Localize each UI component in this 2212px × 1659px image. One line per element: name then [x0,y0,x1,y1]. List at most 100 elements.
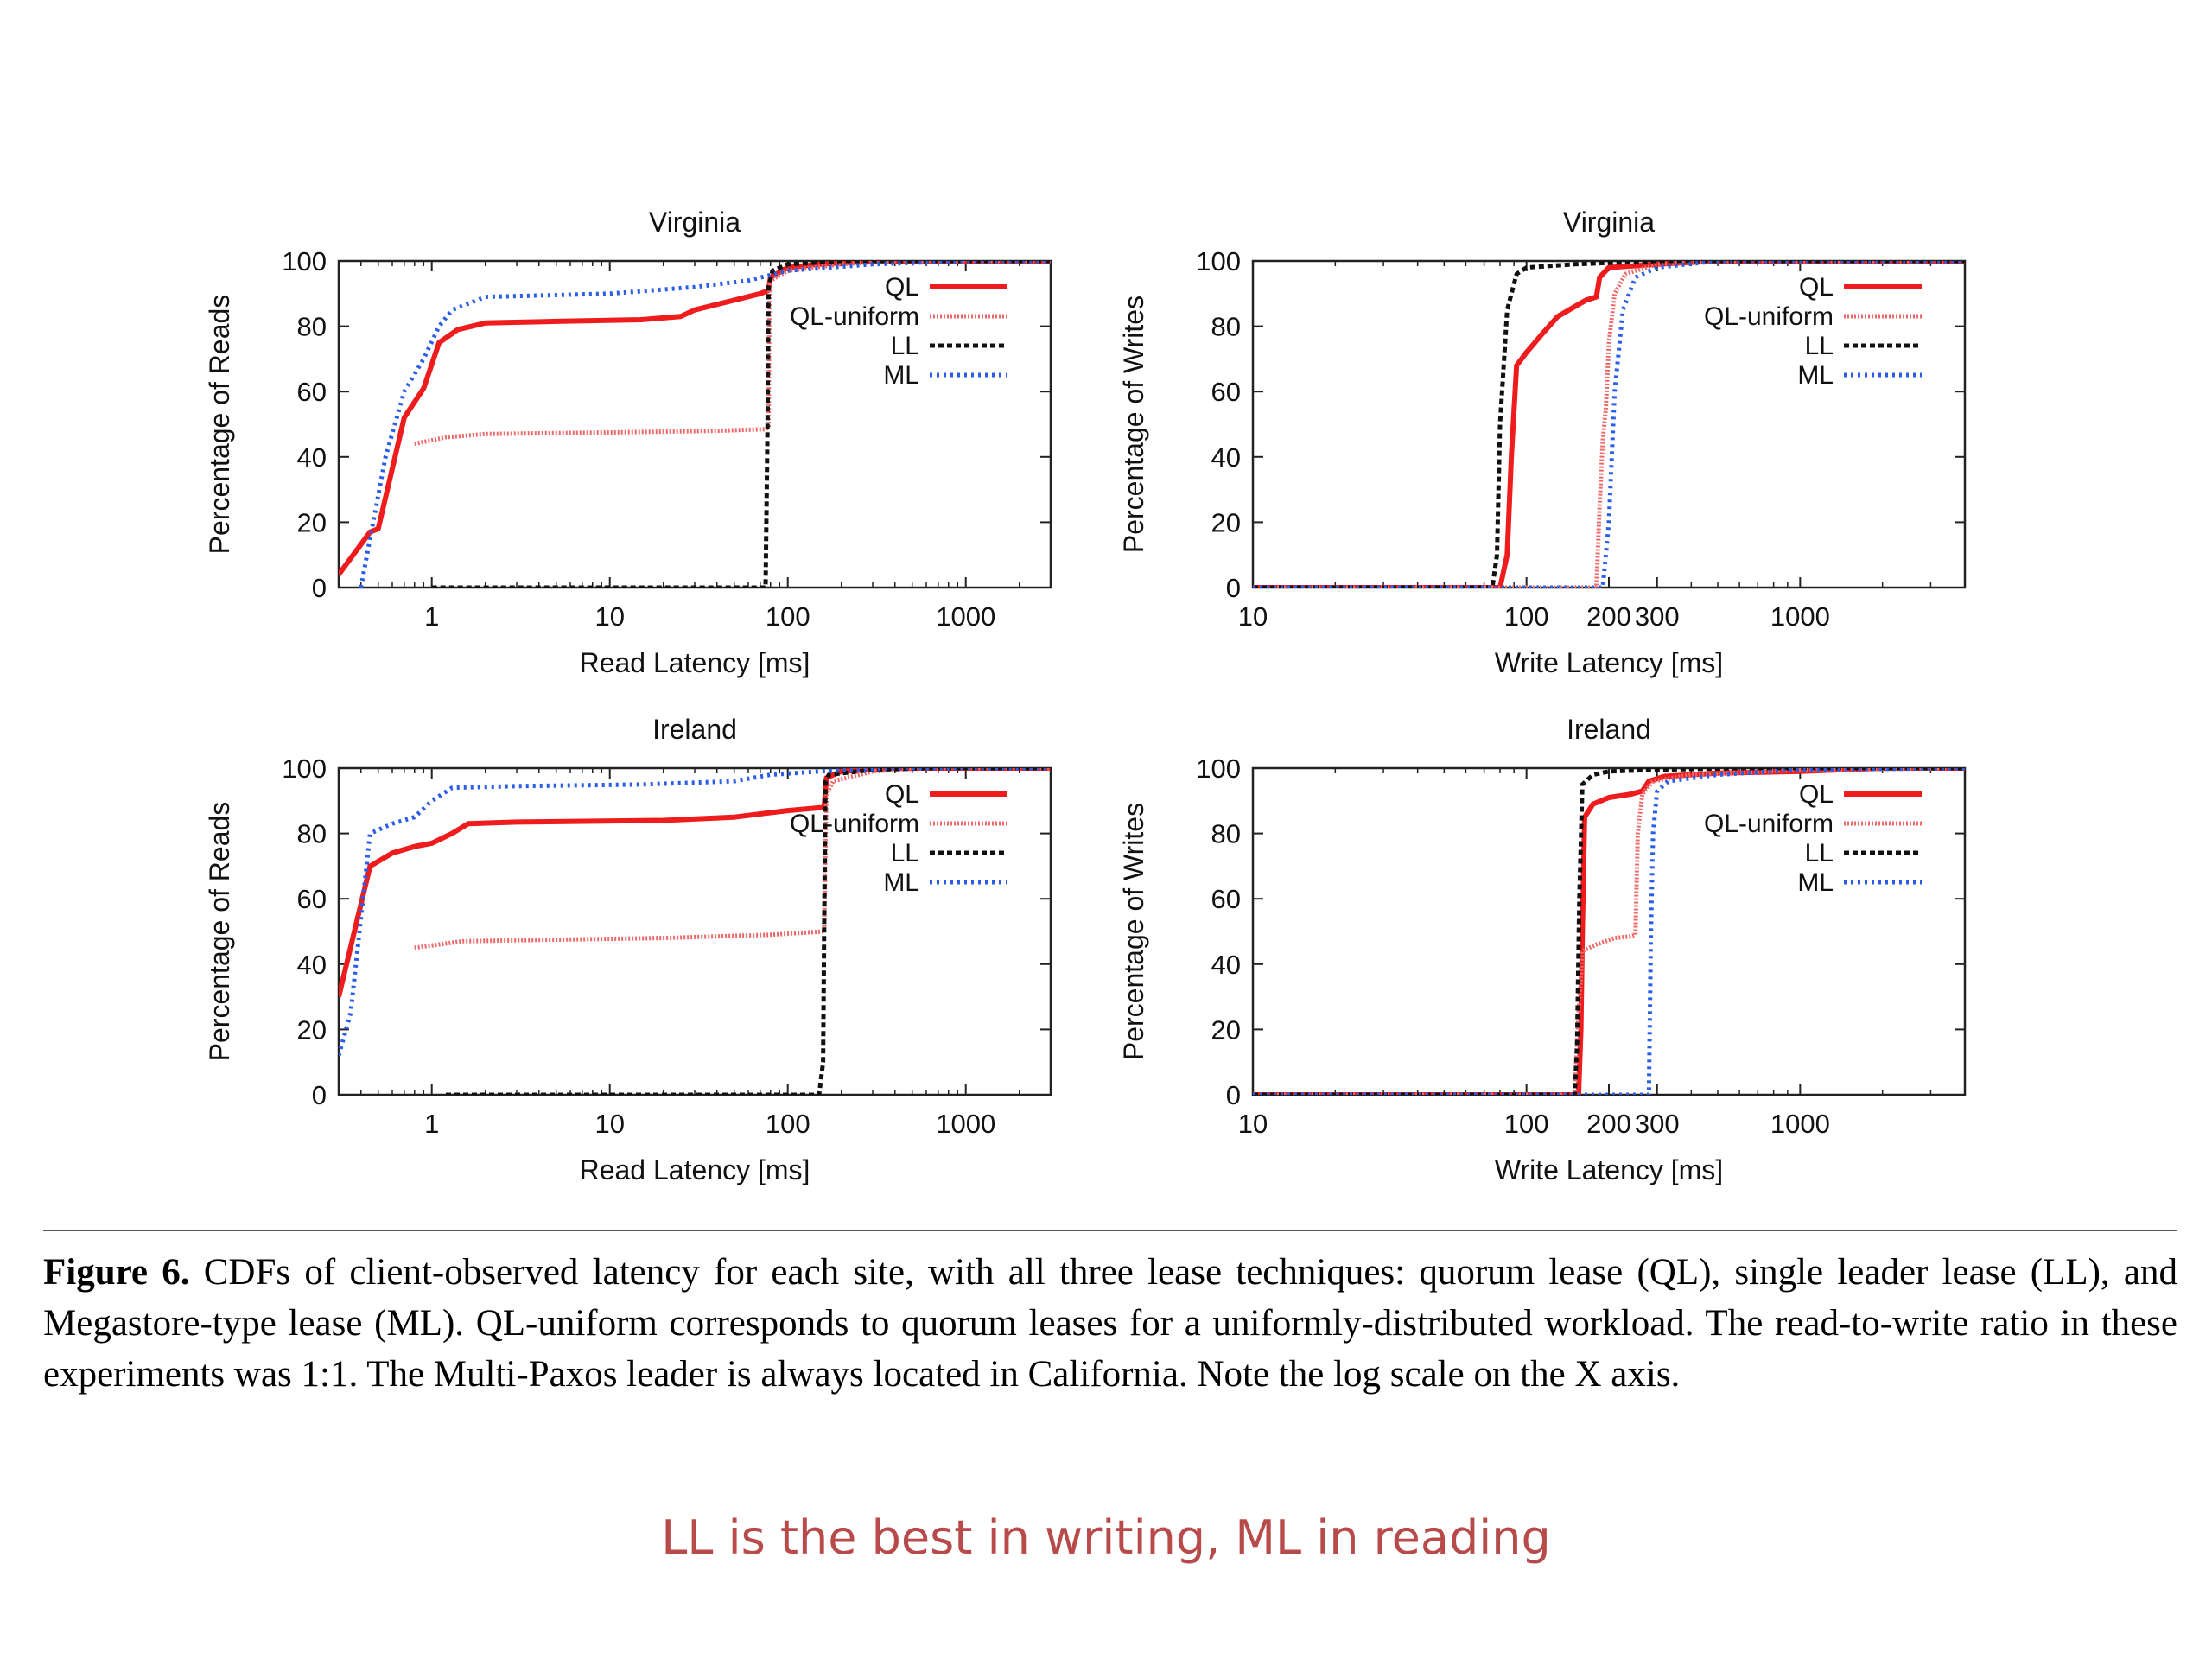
series-line-ml [339,768,1051,1057]
y-tick-label: 40 [297,442,327,473]
legend-label: QL-uniform [1704,302,1834,331]
series-group [339,261,1051,588]
x-tick-label: 1 [424,1109,439,1139]
x-tick-label: 1000 [936,601,995,632]
chart-title: Virginia [649,207,741,238]
chart-title: Virginia [1563,207,1655,238]
y-tick-label: 60 [297,884,327,914]
series-line-ql [1253,768,1965,1095]
divider [43,1230,2177,1231]
y-axis-label: Percentage of Reads [204,295,235,555]
x-axis-label: Read Latency [ms] [580,647,810,678]
y-tick-label: 100 [1196,753,1241,784]
x-tick-label: 100 [1504,601,1549,632]
chart-panel: 0 20 40 60 80 100 10 100 200 300 1000 QLQL-uniformL… [1118,207,1967,678]
legend-label: LL [891,332,919,360]
x-tick-label: 100 [766,1109,810,1139]
legend-label: ML [883,868,919,897]
x-tick-label: 10 [1238,601,1268,632]
series-line-ql [339,261,1051,576]
chart-title: Ireland [1567,714,1651,745]
series-group [339,768,1051,1095]
series-line-ll [1253,768,1965,1095]
y-tick-label: 60 [1211,377,1241,407]
x-tick-label: 100 [766,601,810,632]
series-line-ml [1253,768,1965,1095]
y-tick-label: 20 [1211,507,1241,537]
x-tick-label: 1000 [1770,1109,1830,1139]
series-line-ql [339,768,1051,998]
x-tick-label: 100 [1504,1109,1549,1139]
figure-caption: Figure 6. CDFs of client-observed latenc… [43,1247,2177,1400]
legend-label: QL-uniform [790,302,919,331]
chart-panel: 0 20 40 60 80 100 10 100 200 300 1000 QLQL-uniformL… [1118,714,1967,1185]
y-tick-label: 40 [297,950,327,980]
chart-title: Ireland [652,714,737,745]
x-axis-label: Write Latency [ms] [1495,647,1723,678]
x-tick-label: 10 [594,601,624,632]
y-tick-label: 80 [1211,312,1241,342]
legend-label: LL [891,839,919,868]
y-tick-label: 40 [1211,950,1241,980]
x-axis-label: Write Latency [ms] [1495,1154,1723,1185]
series-line-ql [1253,261,1965,588]
x-tick-label: 300 [1635,1109,1680,1139]
caption-text: CDFs of client-observed latency for each… [43,1252,2177,1395]
x-tick-label: 1000 [1770,601,1830,632]
legend-label: QL [885,780,919,809]
series-line-ml [1253,261,1965,588]
series-line-ll [431,261,1051,588]
slide-takeaway-text: LL is the best in writing, ML in reading [661,1510,1551,1565]
y-tick-label: 100 [282,246,327,276]
x-tick-label: 1000 [936,1109,995,1139]
y-axis-label: Percentage of Reads [204,802,235,1062]
plot-frame [1251,766,1967,1096]
legend-label: LL [1805,839,1834,868]
legend-label: QL [1799,273,1834,302]
series-line-ml [359,261,1051,588]
y-tick-label: 60 [1211,884,1241,914]
y-axis-label: Percentage of Writes [1118,803,1149,1060]
y-tick-label: 40 [1211,442,1241,473]
x-tick-label: 200 [1586,601,1631,632]
x-tick-label: 1 [424,601,439,632]
legend-label: QL-uniform [1704,810,1834,838]
y-tick-label: 20 [297,1014,327,1045]
y-tick-label: 0 [312,573,327,603]
x-axis-label: Read Latency [ms] [580,1154,810,1185]
y-tick-label: 0 [1226,1080,1241,1110]
y-tick-label: 80 [1211,819,1241,849]
legend-label: QL [885,273,919,302]
plot-frame [1251,259,1967,589]
y-tick-label: 80 [297,819,327,849]
y-tick-label: 60 [297,377,327,407]
series-line-ll [446,768,1051,1095]
legend-label: LL [1805,332,1834,360]
y-tick-label: 100 [282,753,327,784]
x-tick-label: 10 [1238,1109,1268,1139]
series-line-ll [1253,261,1965,588]
caption-label: Figure 6. [43,1252,190,1293]
y-tick-label: 20 [297,507,327,537]
legend-label: QL-uniform [790,810,919,838]
series-line-ql-uniform [414,768,1051,950]
y-tick-label: 0 [1226,573,1241,603]
series-group [1253,768,1965,1095]
legend-label: ML [1797,361,1834,390]
y-tick-label: 80 [297,312,327,342]
y-axis-label: Percentage of Writes [1118,296,1149,553]
y-tick-label: 0 [312,1080,327,1110]
y-tick-label: 20 [1211,1014,1241,1045]
x-tick-label: 300 [1635,601,1680,632]
x-tick-label: 200 [1586,1109,1631,1139]
series-group [1253,261,1965,588]
series-line-ql-uniform [1253,261,1965,588]
legend-label: QL [1799,780,1834,809]
legend-label: ML [1797,868,1834,897]
x-tick-label: 10 [594,1109,624,1139]
y-tick-label: 100 [1196,246,1241,276]
legend-label: ML [883,361,919,390]
